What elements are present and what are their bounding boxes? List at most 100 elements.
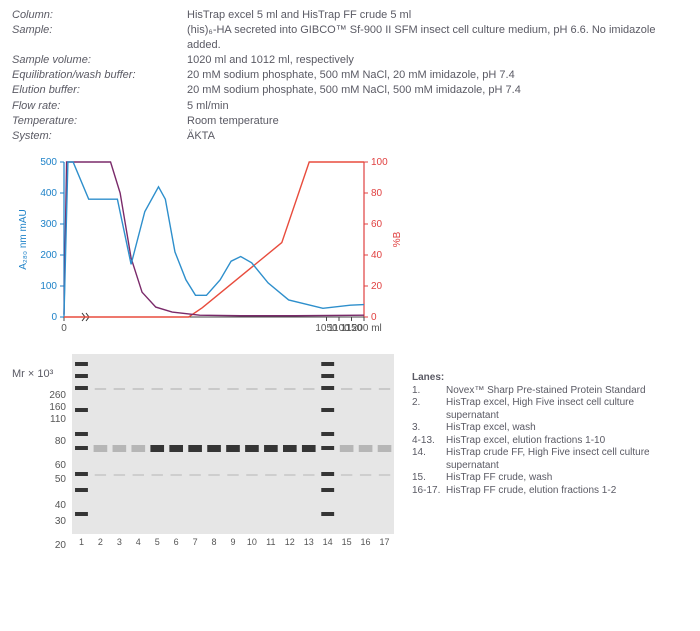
lane-number: 4	[129, 537, 148, 547]
lane-legend-number: 4-13.	[412, 435, 446, 448]
param-row: Sample:(his)₆-HA secreted into GIBCO™ Sf…	[12, 23, 688, 52]
parameters-table: Column:HisTrap excel 5 ml and HisTrap FF…	[12, 8, 688, 144]
lane-legend-text: HisTrap excel, High Five insect cell cul…	[446, 397, 688, 422]
svg-text:400: 400	[40, 188, 57, 199]
lane-number: 10	[242, 537, 261, 547]
mw-label: 80	[55, 436, 66, 447]
lane-number: 14	[318, 537, 337, 547]
svg-text:300: 300	[40, 219, 57, 230]
param-value: 20 mM sodium phosphate, 500 mM NaCl, 500…	[187, 83, 688, 97]
lane-number: 2	[91, 537, 110, 547]
gel-svg	[72, 354, 394, 534]
lane-legend-row: 15.HisTrap FF crude, wash	[412, 472, 688, 485]
svg-text:80: 80	[371, 188, 383, 199]
lane-legend-row: 3.HisTrap excel, wash	[412, 422, 688, 435]
lane-legend-text: HisTrap FF crude, elution fractions 1-2	[446, 485, 616, 498]
svg-text:%B: %B	[392, 231, 403, 247]
gel-section: Mr × 10³ 260160110806050403020 123456789…	[12, 354, 688, 547]
lane-number: 9	[224, 537, 243, 547]
mw-label: 20	[55, 540, 66, 551]
svg-text:0: 0	[61, 323, 67, 334]
svg-text:1200 ml: 1200 ml	[346, 323, 382, 334]
lanes-title: Lanes:	[412, 372, 688, 383]
mw-label: 50	[55, 474, 66, 485]
svg-text:500: 500	[40, 157, 57, 168]
lane-list: 1.Novex™ Sharp Pre-stained Protein Stand…	[412, 385, 688, 498]
param-row: Sample volume:1020 ml and 1012 ml, respe…	[12, 53, 688, 67]
param-value: 20 mM sodium phosphate, 500 mM NaCl, 20 …	[187, 68, 688, 82]
svg-text:A₂₈₀ nm mAU: A₂₈₀ nm mAU	[18, 209, 29, 270]
lane-legend-number: 3.	[412, 422, 446, 435]
lane-number: 17	[375, 537, 394, 547]
param-row: Flow rate:5 ml/min	[12, 99, 688, 113]
param-row: Elution buffer:20 mM sodium phosphate, 5…	[12, 83, 688, 97]
param-label: Equilibration/wash buffer:	[12, 68, 187, 82]
lane-legend-text: HisTrap FF crude, wash	[446, 472, 552, 485]
lane-legend-row: 1.Novex™ Sharp Pre-stained Protein Stand…	[412, 385, 688, 398]
lane-legend-number: 15.	[412, 472, 446, 485]
lane-number: 11	[261, 537, 280, 547]
chromatogram-chart: 0100200300400500020406080100010501100115…	[12, 154, 432, 344]
lane-legend-row: 4-13.HisTrap excel, elution fractions 1-…	[412, 435, 688, 448]
lane-legend-row: 2.HisTrap excel, High Five insect cell c…	[412, 397, 688, 422]
lane-number: 1	[72, 537, 91, 547]
lane-number: 15	[337, 537, 356, 547]
param-label: Temperature:	[12, 114, 187, 128]
lane-legend-number: 16-17.	[412, 485, 446, 498]
lane-legend-text: HisTrap crude FF, High Five insect cell …	[446, 447, 688, 472]
lane-legend-row: 14.HisTrap crude FF, High Five insect ce…	[412, 447, 688, 472]
lane-legend-text: HisTrap excel, wash	[446, 422, 536, 435]
mw-marker-column: Mr × 10³ 260160110806050403020	[12, 354, 72, 547]
gel-image: 1234567891011121314151617	[72, 354, 394, 547]
lane-number: 8	[205, 537, 224, 547]
param-value: 5 ml/min	[187, 99, 688, 113]
mw-labels: 260160110806050403020	[12, 386, 72, 546]
param-label: Elution buffer:	[12, 83, 187, 97]
svg-text:200: 200	[40, 250, 57, 261]
mw-label: 110	[50, 414, 66, 425]
mw-label: 60	[55, 460, 66, 471]
svg-text:100: 100	[371, 157, 388, 168]
param-row: Temperature:Room temperature	[12, 114, 688, 128]
svg-text:60: 60	[371, 219, 383, 230]
lane-numbers: 1234567891011121314151617	[72, 537, 394, 547]
param-value: HisTrap excel 5 ml and HisTrap FF crude …	[187, 8, 688, 22]
param-row: System:ÄKTA	[12, 129, 688, 143]
lane-legend-number: 1.	[412, 385, 446, 398]
lane-number: 12	[280, 537, 299, 547]
mr-title: Mr × 10³	[12, 368, 72, 380]
svg-text:40: 40	[371, 250, 383, 261]
svg-text:0: 0	[371, 312, 377, 323]
mw-label: 160	[49, 402, 66, 413]
param-label: Column:	[12, 8, 187, 22]
lane-legend-text: HisTrap excel, elution fractions 1-10	[446, 435, 605, 448]
lane-number: 13	[299, 537, 318, 547]
param-value: (his)₆-HA secreted into GIBCO™ Sf-900 II…	[187, 23, 688, 52]
lane-number: 5	[148, 537, 167, 547]
lane-number: 7	[186, 537, 205, 547]
lane-legend-number: 2.	[412, 397, 446, 422]
lane-number: 3	[110, 537, 129, 547]
lane-number: 6	[167, 537, 186, 547]
param-value: ÄKTA	[187, 129, 688, 143]
lane-legend-row: 16-17.HisTrap FF crude, elution fraction…	[412, 485, 688, 498]
mw-label: 30	[55, 516, 66, 527]
param-value: 1020 ml and 1012 ml, respectively	[187, 53, 688, 67]
mw-label: 260	[49, 390, 66, 401]
lane-legend-text: Novex™ Sharp Pre-stained Protein Standar…	[446, 385, 646, 398]
lane-legend-number: 14.	[412, 447, 446, 472]
param-label: System:	[12, 129, 187, 143]
param-label: Sample:	[12, 23, 187, 52]
mw-label: 40	[55, 500, 66, 511]
param-value: Room temperature	[187, 114, 688, 128]
chart-svg: 0100200300400500020406080100010501100115…	[12, 154, 422, 339]
svg-text:0: 0	[51, 312, 57, 323]
lanes-legend: Lanes: 1.Novex™ Sharp Pre-stained Protei…	[394, 354, 688, 547]
param-row: Equilibration/wash buffer:20 mM sodium p…	[12, 68, 688, 82]
param-row: Column:HisTrap excel 5 ml and HisTrap FF…	[12, 8, 688, 22]
svg-text:20: 20	[371, 281, 383, 292]
param-label: Sample volume:	[12, 53, 187, 67]
svg-text:100: 100	[40, 281, 57, 292]
lane-number: 16	[356, 537, 375, 547]
param-label: Flow rate:	[12, 99, 187, 113]
